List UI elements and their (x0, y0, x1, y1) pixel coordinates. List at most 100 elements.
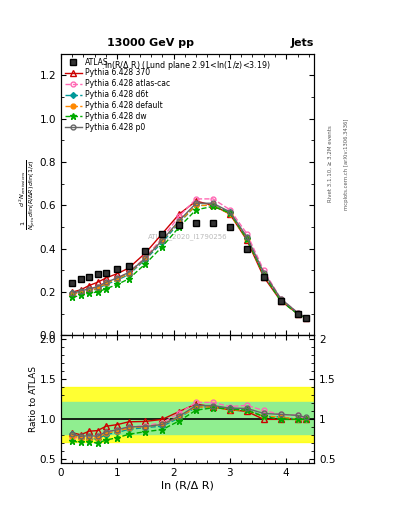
ATLAS (211, 220, 215, 226)
Line: Pythia 6.428 370: Pythia 6.428 370 (70, 198, 309, 321)
Pythia 6.428 dw (304, 315, 309, 321)
Line: ATLAS: ATLAS (69, 220, 309, 321)
Pythia 6.428 370 (211, 202, 215, 208)
Pythia 6.428 default (228, 211, 232, 217)
Pythia 6.428 370 (278, 297, 283, 304)
Pythia 6.428 d6t (261, 272, 266, 278)
Pythia 6.428 p0 (143, 255, 148, 262)
Pythia 6.428 p0 (194, 200, 198, 206)
Pythia 6.428 dw (295, 311, 300, 317)
Pythia 6.428 atlas-cac (244, 230, 249, 237)
Pythia 6.428 atlas-cac (194, 196, 198, 202)
Pythia 6.428 default (278, 296, 283, 303)
ATLAS (177, 222, 182, 228)
Pythia 6.428 d6t (104, 282, 108, 288)
Pythia 6.428 d6t (244, 235, 249, 241)
Pythia 6.428 atlas-cac (228, 207, 232, 213)
Text: 13000 GeV pp: 13000 GeV pp (107, 38, 193, 48)
Pythia 6.428 p0 (160, 237, 165, 243)
Pythia 6.428 default (194, 202, 198, 208)
ATLAS (194, 220, 198, 226)
Pythia 6.428 atlas-cac (104, 279, 108, 285)
Pythia 6.428 d6t (228, 209, 232, 215)
Pythia 6.428 370 (104, 275, 108, 281)
Pythia 6.428 dw (177, 224, 182, 230)
Pythia 6.428 d6t (143, 257, 148, 263)
ATLAS (104, 269, 108, 275)
Pythia 6.428 370 (115, 270, 119, 276)
Pythia 6.428 p0 (78, 288, 83, 294)
Pythia 6.428 atlas-cac (78, 289, 83, 295)
Pythia 6.428 d6t (87, 288, 92, 294)
Pythia 6.428 atlas-cac (115, 275, 119, 281)
Pythia 6.428 dw (278, 297, 283, 304)
Pythia 6.428 default (177, 219, 182, 225)
Line: Pythia 6.428 d6t: Pythia 6.428 d6t (70, 203, 308, 320)
Pythia 6.428 p0 (261, 269, 266, 275)
Pythia 6.428 default (295, 311, 300, 317)
Line: Pythia 6.428 p0: Pythia 6.428 p0 (70, 201, 309, 320)
Pythia 6.428 p0 (244, 233, 249, 240)
ATLAS (78, 276, 83, 282)
ATLAS (278, 297, 283, 304)
Text: Rivet 3.1.10, ≥ 3.2M events: Rivet 3.1.10, ≥ 3.2M events (328, 125, 333, 202)
Pythia 6.428 atlas-cac (95, 284, 100, 290)
Pythia 6.428 370 (70, 289, 75, 295)
Line: Pythia 6.428 dw: Pythia 6.428 dw (69, 203, 309, 322)
Pythia 6.428 dw (160, 244, 165, 250)
Pythia 6.428 default (78, 289, 83, 295)
Pythia 6.428 p0 (278, 295, 283, 302)
Pythia 6.428 atlas-cac (126, 269, 131, 275)
Pythia 6.428 d6t (160, 239, 165, 245)
Pythia 6.428 default (143, 255, 148, 262)
ATLAS (126, 263, 131, 269)
ATLAS (95, 270, 100, 276)
Pythia 6.428 p0 (295, 310, 300, 316)
Pythia 6.428 atlas-cac (160, 235, 165, 241)
Pythia 6.428 370 (78, 287, 83, 293)
Pythia 6.428 dw (95, 289, 100, 295)
Pythia 6.428 default (211, 202, 215, 208)
Pythia 6.428 default (160, 237, 165, 243)
ATLAS (295, 311, 300, 317)
Pythia 6.428 atlas-cac (70, 292, 75, 298)
Y-axis label: $\frac{1}{N_{jets}}\frac{d^2 N_{emissions}}{d\ln(R/\Delta R)\,d\ln(1/z)}$: $\frac{1}{N_{jets}}\frac{d^2 N_{emission… (17, 159, 38, 230)
Pythia 6.428 dw (78, 292, 83, 298)
ATLAS (115, 266, 119, 272)
Pythia 6.428 dw (115, 282, 119, 288)
Pythia 6.428 p0 (87, 286, 92, 292)
Pythia 6.428 370 (194, 198, 198, 204)
ATLAS (160, 230, 165, 237)
Pythia 6.428 370 (143, 250, 148, 256)
Pythia 6.428 p0 (211, 200, 215, 206)
Pythia 6.428 d6t (295, 311, 300, 317)
Pythia 6.428 dw (70, 294, 75, 301)
Text: ATLAS_2020_I1790256: ATLAS_2020_I1790256 (148, 233, 228, 240)
Pythia 6.428 d6t (177, 220, 182, 226)
Pythia 6.428 370 (126, 265, 131, 271)
Pythia 6.428 default (126, 270, 131, 276)
Legend: ATLAS, Pythia 6.428 370, Pythia 6.428 atlas-cac, Pythia 6.428 d6t, Pythia 6.428 : ATLAS, Pythia 6.428 370, Pythia 6.428 at… (63, 56, 171, 134)
Pythia 6.428 default (244, 236, 249, 242)
Pythia 6.428 default (95, 285, 100, 291)
Pythia 6.428 370 (95, 279, 100, 285)
Pythia 6.428 d6t (95, 286, 100, 292)
Pythia 6.428 dw (244, 236, 249, 242)
Pythia 6.428 p0 (115, 275, 119, 281)
Text: ln(R/$\Delta$ R) (Lund plane 2.91<ln(1/z)<3.19): ln(R/$\Delta$ R) (Lund plane 2.91<ln(1/z… (104, 59, 271, 72)
Pythia 6.428 dw (194, 207, 198, 213)
Pythia 6.428 default (70, 291, 75, 297)
Pythia 6.428 d6t (70, 290, 75, 296)
Pythia 6.428 370 (295, 311, 300, 317)
Pythia 6.428 370 (87, 283, 92, 289)
Pythia 6.428 atlas-cac (295, 310, 300, 316)
Pythia 6.428 dw (211, 203, 215, 209)
ATLAS (143, 248, 148, 254)
Pythia 6.428 370 (244, 237, 249, 243)
Pythia 6.428 atlas-cac (261, 267, 266, 273)
Pythia 6.428 d6t (304, 315, 309, 321)
Pythia 6.428 default (104, 280, 108, 286)
Pythia 6.428 p0 (95, 284, 100, 290)
Line: Pythia 6.428 atlas-cac: Pythia 6.428 atlas-cac (70, 197, 309, 321)
Pythia 6.428 atlas-cac (211, 196, 215, 202)
